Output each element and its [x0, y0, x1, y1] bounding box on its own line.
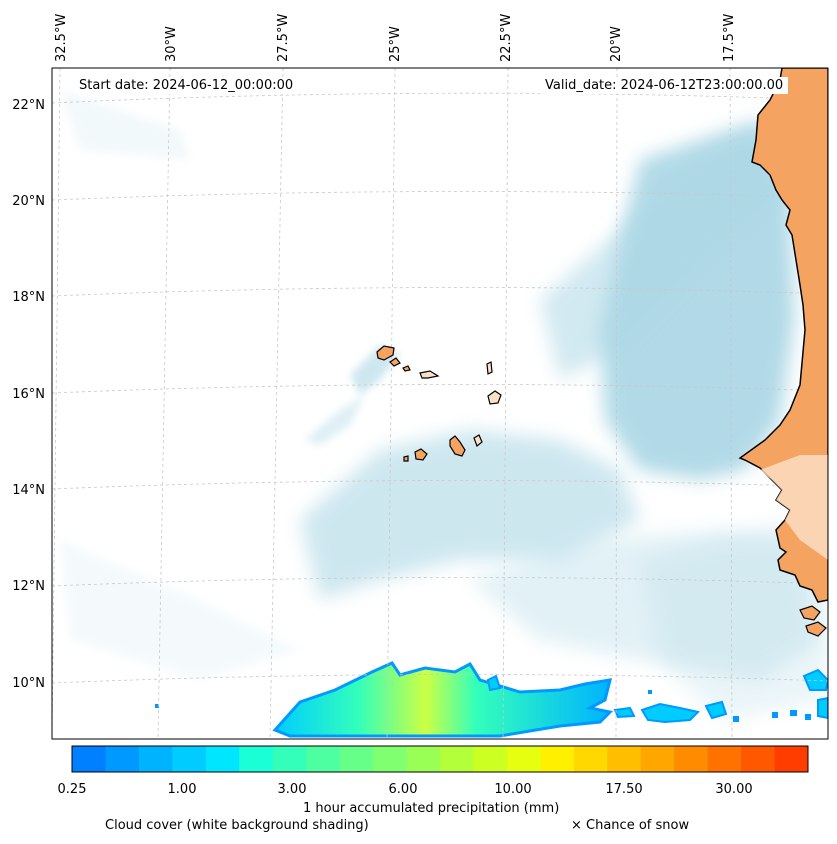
colorbar-segment [138, 746, 173, 772]
colorbar-segment [205, 746, 240, 772]
parallel-18n [52, 287, 828, 297]
colorbar-segment [540, 746, 575, 772]
parallel-14n [52, 480, 828, 490]
precip-dot-5 [805, 714, 811, 720]
lon-label-22-5w: 22.5°W [499, 13, 514, 62]
precip-dot-6 [648, 690, 652, 694]
cloud-cover-legend: Cloud cover (white background shading) [105, 818, 369, 833]
colorbar-segment [674, 746, 709, 772]
meridian-17-5w [729, 68, 733, 739]
precipitation-layer [155, 661, 828, 738]
colorbar-segment [272, 746, 307, 772]
meridian-20w [615, 68, 618, 739]
lat-label-12n: 12°N [12, 579, 45, 594]
precip-dot-2 [733, 716, 739, 722]
colorbar-segment [406, 746, 441, 772]
graticule [52, 68, 828, 739]
colorbar-segment [339, 746, 374, 772]
colorbar-segment [573, 746, 608, 772]
colorbar [71, 745, 809, 773]
parallel-12n [52, 577, 828, 587]
precip-cell-east-4 [817, 696, 828, 720]
lon-label-32-5w: 32.5°W [54, 13, 69, 62]
cloud-wisp-west [60, 540, 300, 680]
lat-label-14n: 14°N [12, 483, 45, 498]
colorbar-segment [373, 746, 408, 772]
island-sal [486, 361, 493, 375]
parallel-22n [52, 92, 828, 104]
colorbar-segment [473, 746, 508, 772]
lon-label-20w: 20°W [609, 26, 624, 62]
meridian-32-5w [52, 68, 61, 739]
precip-dot-4 [790, 710, 797, 716]
island-brava [403, 455, 409, 462]
colorbar-outline [71, 745, 809, 773]
lat-label-18n: 18°N [12, 290, 45, 305]
precip-cell-east-2 [704, 700, 728, 720]
precip-dot-1 [155, 704, 159, 708]
lon-label-30w: 30°W [164, 26, 179, 62]
lat-label-16n: 16°N [12, 387, 45, 402]
lon-label-17-5w: 17.5°W [722, 13, 737, 62]
colorbar-segment [306, 746, 341, 772]
colorbar-segment [607, 746, 642, 772]
colorbar-segment [172, 746, 207, 772]
precip-cell-small-2 [613, 706, 636, 719]
guinea-bissau-islands [799, 605, 827, 637]
parallel-16n [52, 384, 828, 394]
precip-cell-small-1 [486, 674, 502, 692]
island-santa-luzia [402, 365, 411, 372]
map-frame [51, 67, 829, 740]
meridian-25w [386, 68, 396, 739]
parallel-20n [52, 191, 828, 201]
colorbar-segment [105, 746, 140, 772]
colorbar-segment [440, 746, 474, 772]
lat-label-22n: 22°N [12, 98, 45, 113]
colorbar-segment [72, 746, 106, 772]
colorbar-segment [239, 746, 274, 772]
colorbar-tick-3-00: 3.00 [277, 782, 307, 797]
colorbar-tick-1-00: 1.00 [167, 782, 197, 797]
meridian-27-5w [269, 68, 284, 739]
colorbar-tick-6-00: 6.00 [388, 782, 418, 797]
lon-label-27-5w: 27.5°W [276, 13, 291, 62]
island-santo-antao [376, 345, 395, 361]
precip-band-main [272, 661, 614, 738]
island-santiago [449, 435, 466, 457]
start-date-label: Start date: 2024-06-12_00:00:00 [74, 77, 299, 94]
lon-label-25w: 25°W [388, 26, 403, 62]
precip-cell-east-1 [640, 702, 700, 724]
island-maio [473, 434, 483, 447]
senegal-coast-lighter [760, 455, 828, 560]
colorbar-tick-10-00: 10.00 [494, 782, 532, 797]
meridian-22-5w [502, 68, 509, 739]
valid-date-label: Valid_date: 2024-06-12T23:00:00.00 [540, 77, 789, 94]
island-sao-vicente [389, 357, 401, 367]
island-boa-vista [487, 390, 502, 405]
colorbar-label: 1 hour accumulated precipitation (mm) [303, 801, 560, 816]
lat-label-10n: 10°N [12, 676, 45, 691]
colorbar-segment [506, 746, 541, 772]
cloud-streak-west [305, 395, 365, 445]
island-fogo [414, 448, 428, 461]
colorbar-segment [741, 746, 776, 772]
colorbar-segment [774, 746, 809, 772]
cloud-wisp-northwest [60, 90, 190, 160]
lat-label-20n: 20°N [12, 194, 45, 209]
cloud-band-northwest [540, 130, 780, 380]
meridian-30w [157, 68, 171, 739]
colorbar-segment [707, 746, 742, 772]
colorbar-tick-0-25: 0.25 [57, 782, 87, 797]
parallel-10n [52, 674, 828, 684]
colorbar-tick-30-00: 30.00 [715, 782, 753, 797]
precip-dot-3 [772, 712, 778, 718]
colorbar-tick-17-50: 17.50 [605, 782, 643, 797]
precip-cell-east-3 [802, 668, 828, 691]
colorbar-segment [640, 746, 675, 772]
snow-legend: × Chance of snow [571, 818, 690, 833]
island-sao-nicolau [419, 370, 440, 379]
cloud-cover-layer [60, 90, 828, 720]
cape-verde-islands [376, 345, 502, 462]
